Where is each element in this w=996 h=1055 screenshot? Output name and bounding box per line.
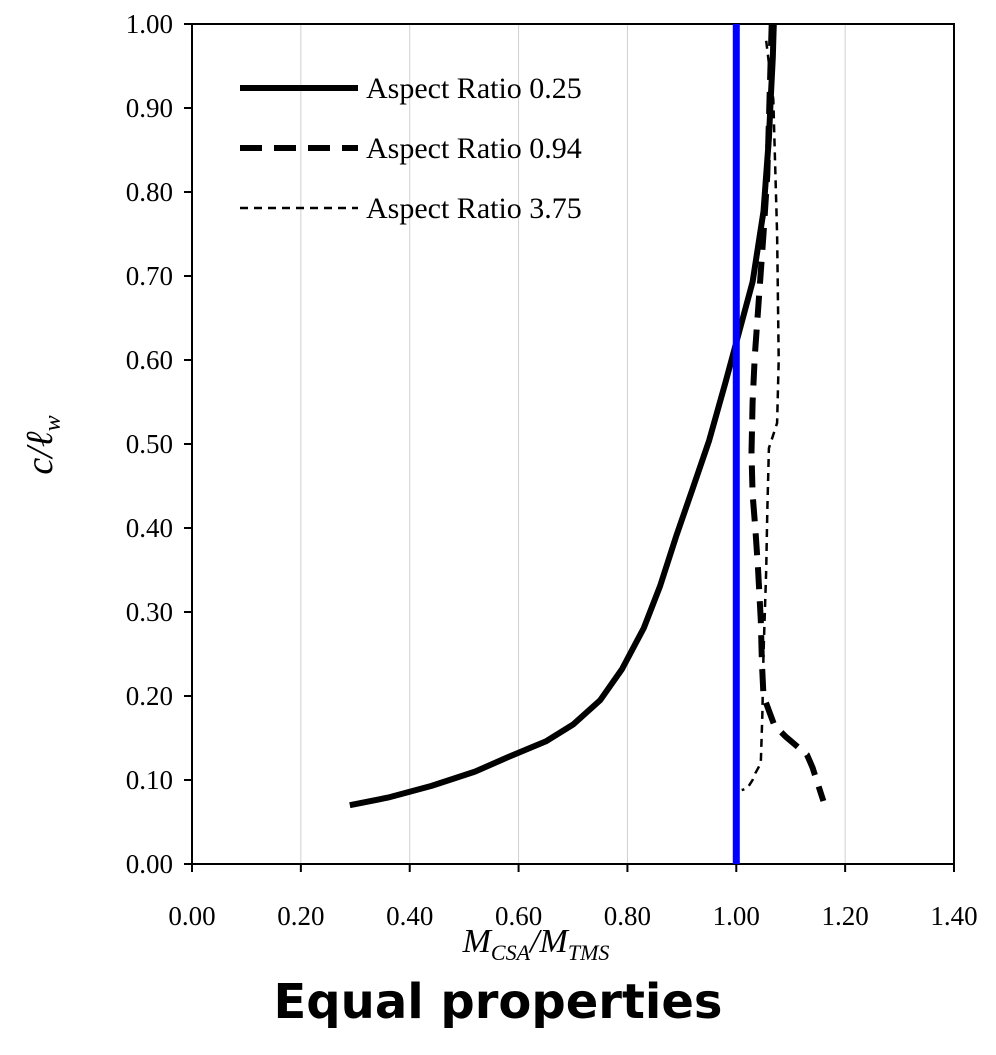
- x-axis-label-main2: M: [539, 923, 570, 960]
- x-tick-label: 0.80: [604, 901, 651, 931]
- legend-label-1: Aspect Ratio 0.25: [366, 72, 582, 105]
- series-lines: [349, 23, 827, 809]
- series-line-2: [748, 23, 827, 802]
- y-axis-label: c/ℓw: [19, 415, 66, 474]
- axis-ticks: 0.00 0.20 0.40 0.60 0.80 1.00 1.20 1.40 0.00 0.10…: [126, 9, 978, 931]
- x-axis-label-sub1: CSA: [491, 940, 531, 965]
- x-tick-label: 0.00: [168, 901, 215, 931]
- x-tick-label: 1.40: [930, 901, 977, 931]
- x-axis-label-sub2: TMS: [568, 940, 610, 965]
- x-axis-label-main: M: [462, 923, 493, 960]
- x-tick-label: 1.00: [713, 901, 760, 931]
- y-axis-label-main: c/ℓ: [19, 431, 61, 474]
- y-tick-label: 0.70: [126, 261, 173, 291]
- y-tick-label: 1.00: [126, 9, 173, 39]
- legend: Aspect Ratio 0.25 Aspect Ratio 0.94 Aspect…: [240, 72, 582, 225]
- chart-plot: 0.00 0.20 0.40 0.60 0.80 1.00 1.20 1.40 0.00 0.10…: [19, 9, 978, 965]
- x-tick-label: 0.60: [495, 901, 542, 931]
- legend-label-2: Aspect Ratio 0.94: [366, 132, 582, 165]
- x-tick-label: 0.20: [277, 901, 324, 931]
- x-axis-label-slash: /: [528, 923, 543, 960]
- y-tick-label: 0.10: [126, 765, 173, 795]
- y-tick-label: 0.40: [126, 513, 173, 543]
- y-tick-label: 0.00: [126, 849, 173, 879]
- y-tick-label: 0.80: [126, 177, 173, 207]
- y-tick-label: 0.50: [126, 429, 173, 459]
- x-axis-label: MCSA/MTMS: [462, 923, 610, 965]
- y-axis-label-sub: w: [40, 415, 66, 431]
- x-tick-label: 0.40: [386, 901, 433, 931]
- y-tick-label: 0.60: [126, 345, 173, 375]
- y-tick-label: 0.30: [126, 597, 173, 627]
- legend-label-3: Aspect Ratio 3.75: [366, 192, 582, 225]
- y-tick-label: 0.90: [126, 93, 173, 123]
- x-tick-label: 1.20: [822, 901, 869, 931]
- chart-caption: Equal properties: [273, 974, 723, 1030]
- y-tick-label: 0.20: [126, 681, 173, 711]
